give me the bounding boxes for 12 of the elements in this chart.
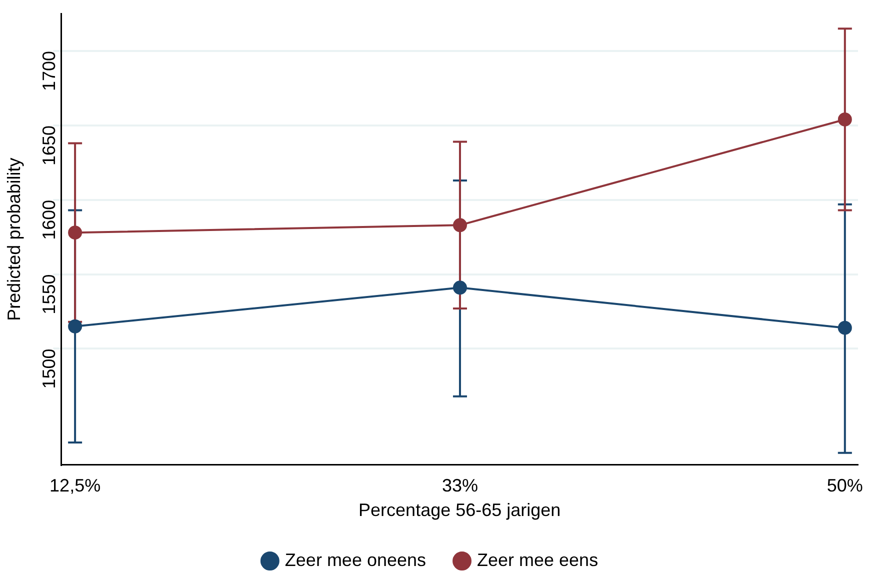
x-tick-label: 12,5% bbox=[50, 476, 101, 496]
y-tick-label: 1500 bbox=[39, 348, 60, 389]
y-tick-label: 1650 bbox=[39, 125, 60, 166]
y-axis-title: Predicted probability bbox=[4, 158, 24, 321]
y-tick-label: 1600 bbox=[39, 200, 60, 240]
y-tick-label: 1700 bbox=[39, 51, 60, 92]
x-tick-label: 50% bbox=[826, 476, 863, 496]
y-tick-label: 1550 bbox=[39, 274, 60, 314]
x-tick-label: 33% bbox=[442, 476, 478, 496]
legend-label: Zeer mee oneens bbox=[284, 550, 426, 570]
legend-label: Zeer mee eens bbox=[477, 550, 598, 570]
x-axis-title: Percentage 56-65 jarigen bbox=[358, 500, 561, 520]
